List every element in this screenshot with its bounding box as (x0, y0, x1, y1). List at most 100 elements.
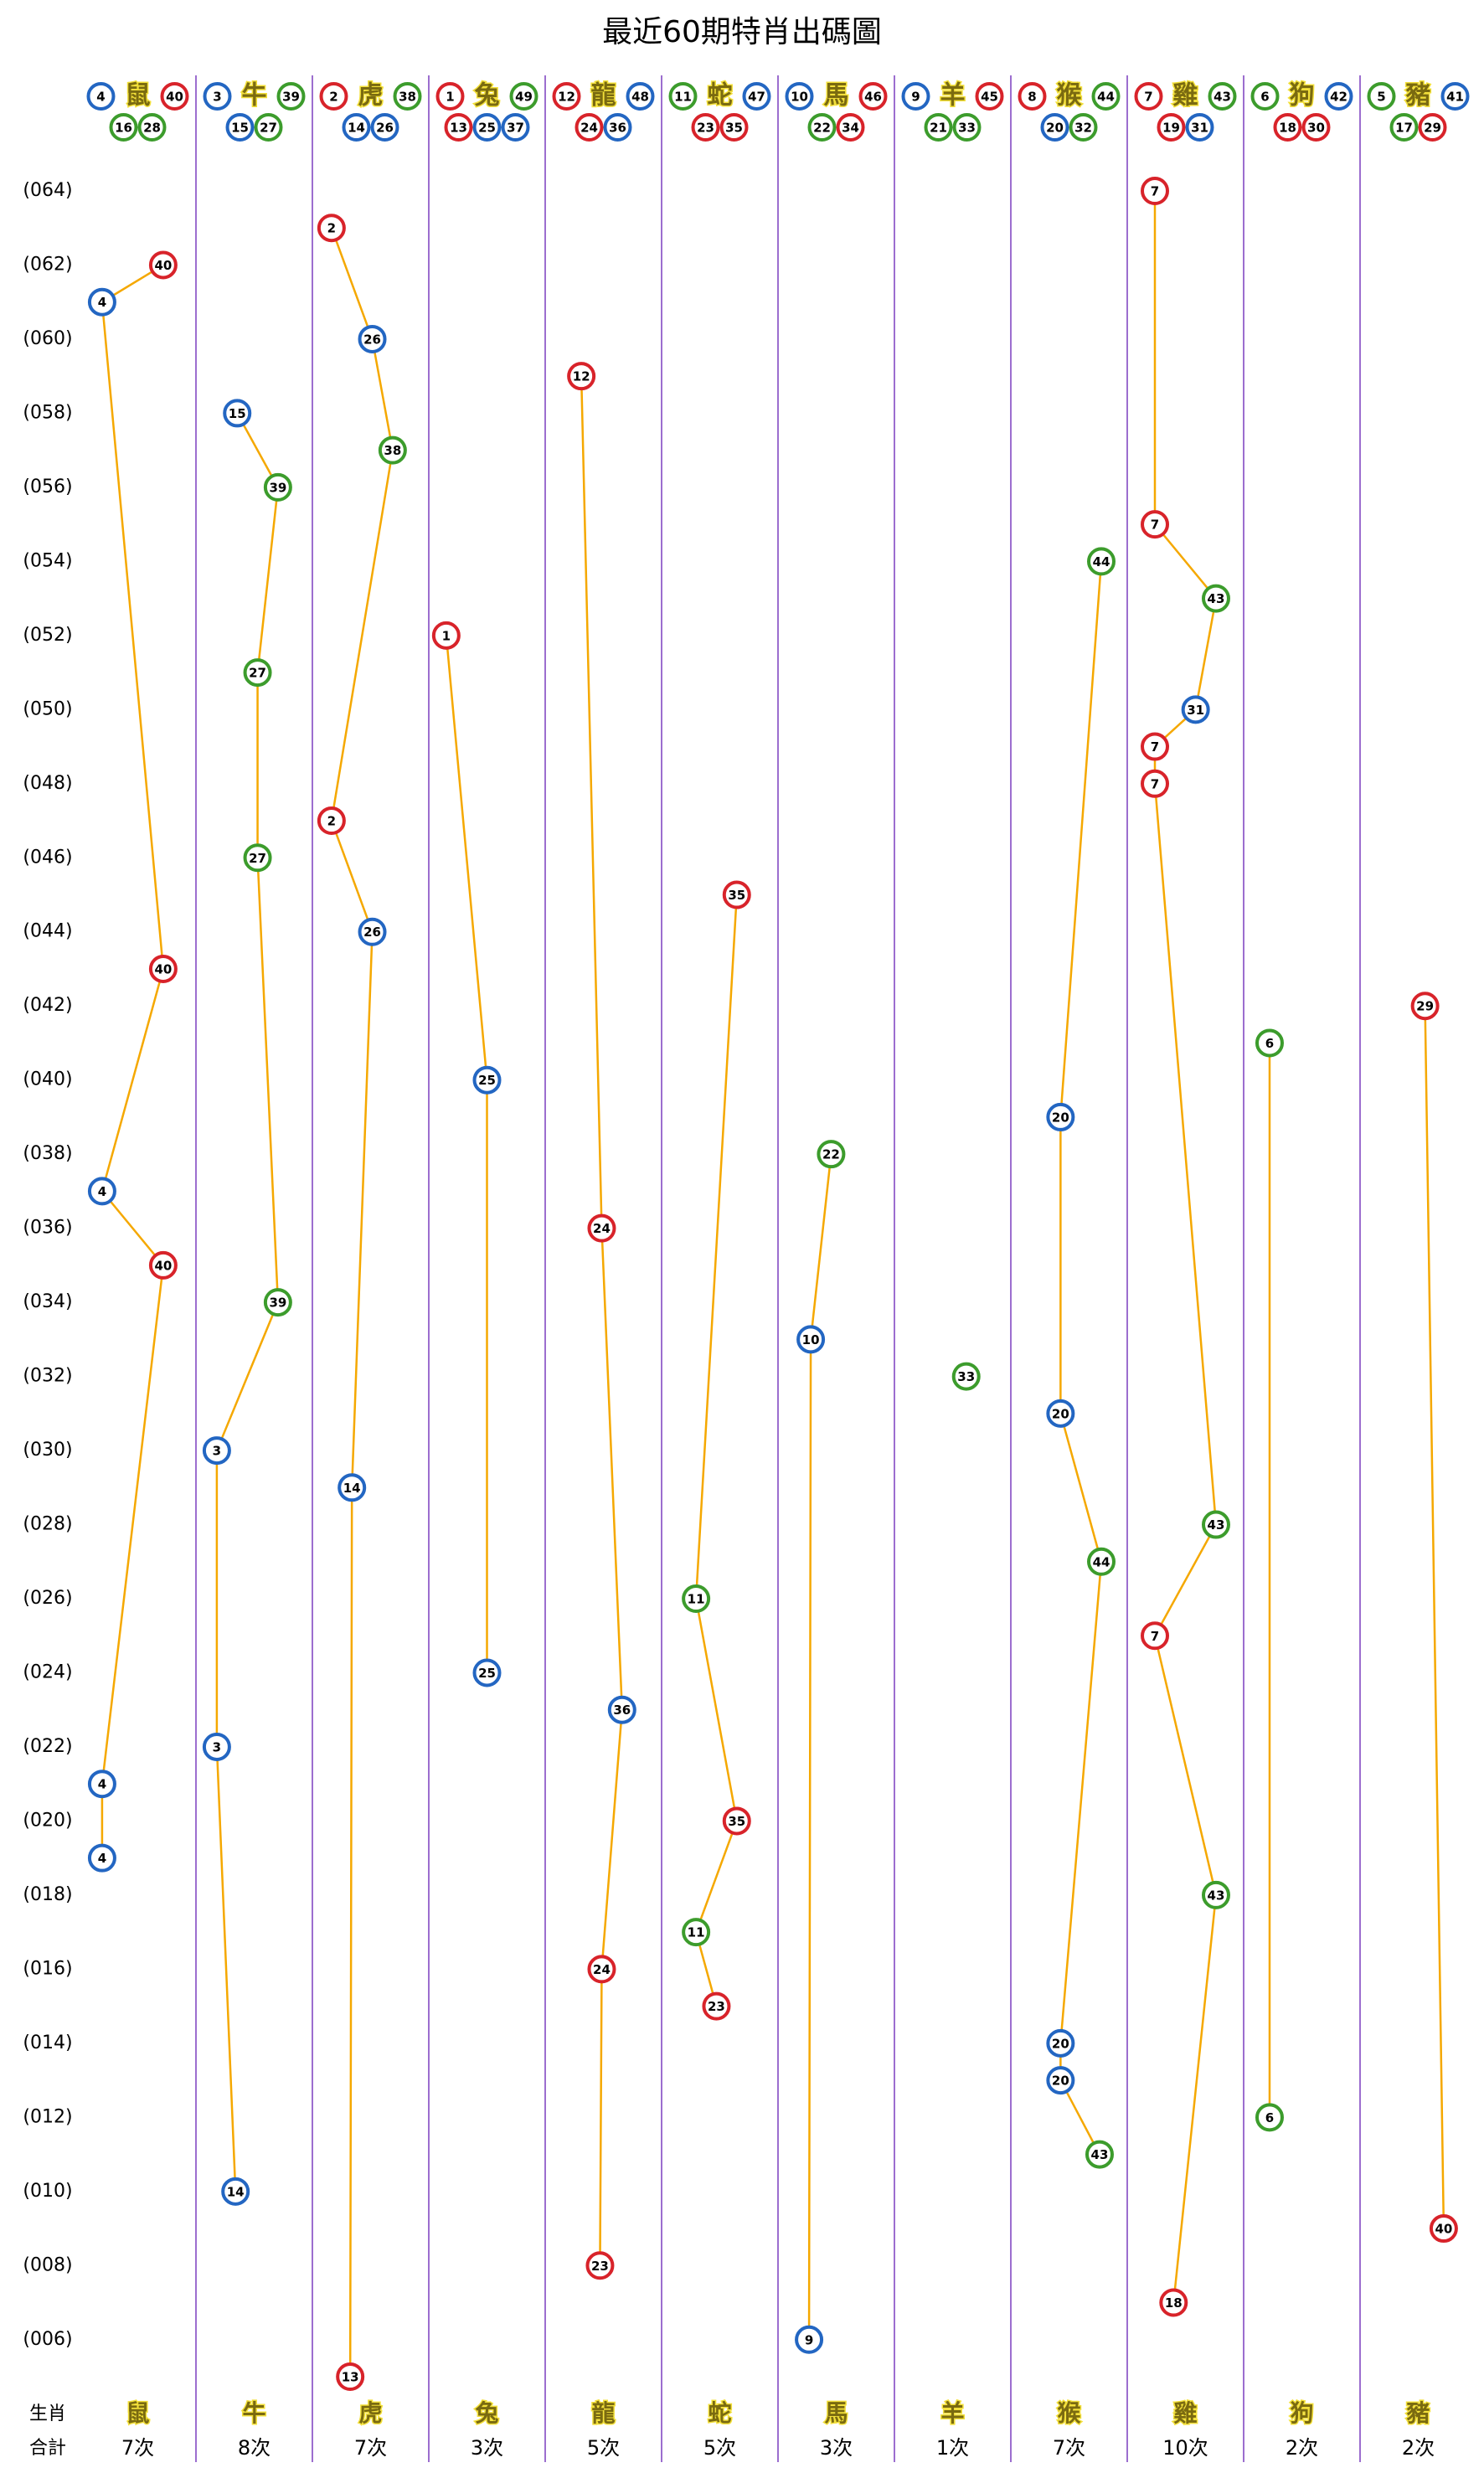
ball (1087, 1547, 1116, 1576)
y-tick-label: (040) (23, 1069, 72, 1090)
zodiac-name: 猴 (1057, 2399, 1080, 2427)
ball-number: 43 (1213, 90, 1231, 105)
ball-number: 35 (725, 121, 743, 136)
ball (223, 399, 252, 428)
zodiac-name: 馬 (824, 2399, 848, 2427)
zodiac-name: 牛 (242, 81, 267, 111)
ball-number: 4 (96, 90, 105, 105)
ball-number: 3 (213, 1444, 221, 1459)
total-label: 10次 (1162, 2436, 1208, 2460)
ball (722, 880, 751, 909)
ball (1273, 113, 1302, 142)
ball (501, 113, 530, 142)
ball-number: 38 (384, 443, 401, 458)
ball-number: 44 (1093, 1554, 1110, 1569)
y-tick-label: (062) (23, 254, 72, 275)
ball (1141, 769, 1170, 798)
ball (682, 1918, 711, 1947)
ball-number: 1 (442, 628, 451, 643)
zodiac-name: 雞 (1172, 2399, 1197, 2427)
y-tick-label: (050) (23, 698, 72, 719)
trend-line (1153, 191, 1218, 2303)
ball (225, 113, 255, 142)
ball (243, 843, 272, 873)
ball-number: 28 (143, 121, 161, 136)
ball-number: 32 (1074, 121, 1092, 136)
ball (87, 1843, 116, 1873)
ball (1418, 113, 1447, 142)
ball (1091, 82, 1121, 111)
ball-number: 33 (958, 121, 976, 136)
zodiac-name: 羊 (940, 81, 966, 111)
ball-number: 2 (327, 814, 336, 829)
ball (317, 806, 346, 836)
ball (1069, 113, 1098, 142)
ball (378, 435, 407, 465)
ball-number: 11 (688, 1592, 705, 1607)
ball-number: 20 (1052, 2036, 1069, 2051)
y-tick-label: (024) (23, 1662, 72, 1682)
ball-number: 40 (166, 90, 183, 105)
ball (817, 1140, 846, 1169)
ball (263, 1288, 292, 1317)
ball (1018, 82, 1047, 111)
ball (1141, 1621, 1170, 1651)
ball-number: 20 (1052, 2074, 1069, 2089)
ball-number: 39 (282, 90, 300, 105)
trend-line (215, 412, 280, 2192)
ball (148, 1250, 178, 1280)
y-tick-label: (020) (23, 1810, 72, 1831)
ball-number: 23 (697, 121, 714, 136)
ball (444, 113, 473, 142)
ball (393, 82, 422, 111)
ball-number: 43 (1091, 2147, 1109, 2162)
ball-number: 15 (229, 406, 246, 421)
ball (668, 82, 698, 111)
ball (254, 113, 283, 142)
y-tick-label: (014) (23, 2032, 72, 2053)
ball (1255, 1028, 1284, 1058)
ball-number: 14 (348, 121, 365, 136)
ball-number: 2 (329, 90, 338, 105)
ball-number: 26 (376, 121, 394, 136)
ball-number: 27 (249, 666, 266, 681)
ball (587, 1955, 616, 1984)
zodiac-name: 猴 (1057, 81, 1082, 111)
row-label: 合計 (29, 2438, 66, 2459)
ball-number: 29 (1424, 121, 1441, 136)
ball (807, 113, 837, 142)
ball-number: 38 (399, 90, 416, 105)
ball (1046, 1399, 1075, 1428)
ball-number: 6 (1260, 90, 1269, 105)
y-tick-label: (064) (23, 180, 72, 201)
y-tick-label: (058) (23, 402, 72, 423)
y-tick-label: (038) (23, 1143, 72, 1164)
ball-number: 31 (1187, 703, 1204, 718)
ball (202, 1436, 231, 1466)
ball (243, 658, 272, 688)
ball (1046, 1102, 1075, 1131)
ball-number: 24 (580, 121, 598, 136)
y-tick-label: (056) (23, 477, 72, 497)
ball-number: 7 (1144, 90, 1152, 105)
ball (785, 82, 814, 111)
zodiac-name: 狗 (1290, 81, 1315, 111)
trend-line (1059, 561, 1103, 2156)
ball (87, 287, 116, 317)
y-tick-label: (028) (23, 1514, 72, 1535)
ball (1159, 2288, 1188, 2317)
y-tick-label: (044) (23, 921, 72, 942)
total-label: 7次 (121, 2436, 154, 2460)
zodiac-name: 龍 (591, 2399, 615, 2427)
y-tick-label: (022) (23, 1736, 72, 1757)
ball (742, 82, 771, 111)
ball (587, 1213, 616, 1243)
ball (691, 113, 720, 142)
y-tick-label: (042) (23, 995, 72, 1016)
ball-number: 9 (911, 90, 920, 105)
ball-number: 43 (1208, 591, 1225, 606)
ball (342, 113, 371, 142)
y-tick-label: (048) (23, 773, 72, 794)
y-tick-label: (032) (23, 1366, 72, 1387)
